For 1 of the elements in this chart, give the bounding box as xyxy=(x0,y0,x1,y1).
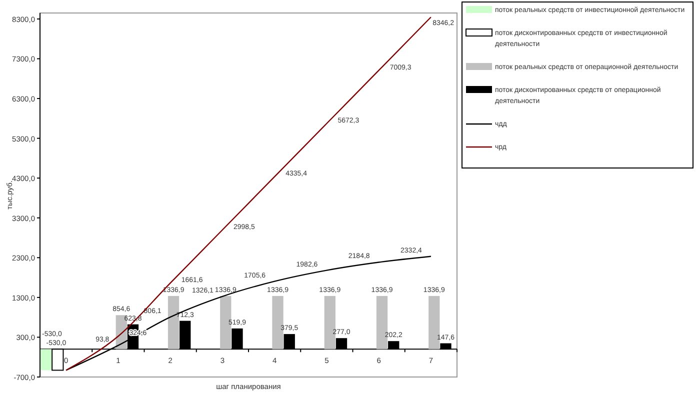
bar xyxy=(40,349,52,370)
